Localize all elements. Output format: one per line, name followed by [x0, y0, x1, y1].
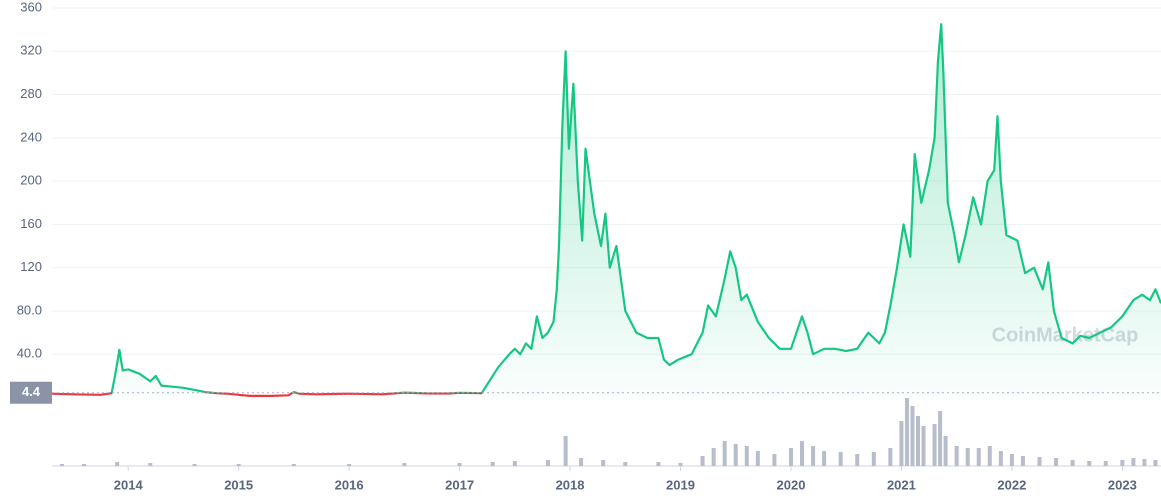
volume-bar [82, 464, 87, 466]
volume-bar [1142, 459, 1147, 466]
volume-bar [733, 444, 738, 466]
volume-bar [965, 448, 970, 466]
volume-bar [1070, 460, 1075, 466]
volume-bar [998, 451, 1003, 466]
volume-bar [1037, 457, 1042, 466]
volume-bar [722, 441, 727, 466]
y-tick-label: 40.0 [17, 346, 42, 361]
price-line [51, 23, 1161, 397]
volume-bar [512, 461, 517, 466]
volume-bar [1020, 456, 1025, 466]
volume-bar [115, 462, 120, 466]
volume-bar [915, 416, 920, 466]
x-tick-label: 2015 [224, 477, 253, 492]
volume-bar [744, 446, 749, 466]
volume-bar [811, 446, 816, 466]
x-tick-label: 2017 [445, 477, 474, 492]
volume-bar [148, 463, 153, 466]
volume-bar [490, 462, 495, 466]
volume-bar [755, 451, 760, 466]
volume-bar [291, 464, 296, 466]
y-tick-label: 200 [20, 173, 42, 188]
x-tick-label: 2023 [1108, 477, 1137, 492]
x-tick-label: 2020 [777, 477, 806, 492]
volume-bar [656, 462, 661, 466]
volume-bar [904, 398, 909, 466]
volume-bar [1103, 461, 1108, 466]
volume-bar [855, 454, 860, 466]
volume-bar [788, 448, 793, 466]
volume-bar [921, 426, 926, 466]
x-tick-label: 2022 [997, 477, 1026, 492]
volume-bar [563, 436, 568, 466]
volume-bar [1009, 454, 1014, 466]
volume-bar [1131, 458, 1136, 466]
y-tick-label: 320 [20, 43, 42, 58]
x-tick-label: 2014 [114, 477, 144, 492]
volume-bar [457, 463, 462, 466]
x-tick-label: 2016 [335, 477, 364, 492]
volume-bar [772, 454, 777, 466]
reference-label-box [10, 381, 52, 404]
volume-bar [545, 460, 550, 466]
volume-bar [871, 452, 876, 466]
volume-bar [888, 448, 893, 466]
volume-bar [954, 446, 959, 466]
x-tick-label: 2018 [556, 477, 585, 492]
reference-label: 4.4 [22, 384, 41, 399]
volume-bar [910, 406, 915, 466]
price-area [52, 24, 1161, 398]
volume-bar [59, 464, 64, 466]
volume-bar [938, 411, 943, 466]
volume-bar [678, 463, 683, 466]
volume-bar [1120, 460, 1125, 466]
volume-bar [943, 436, 948, 466]
volume-bar [800, 441, 805, 466]
y-tick-label: 120 [20, 259, 42, 274]
volume-bar [899, 421, 904, 466]
volume-bar [987, 446, 992, 466]
volume-bar [838, 452, 843, 466]
y-tick-label: 80.0 [17, 302, 42, 317]
volume-bar [1054, 458, 1059, 466]
volume-bar [976, 448, 981, 466]
volume-bar [236, 464, 241, 466]
y-tick-label: 280 [20, 86, 42, 101]
volume-bar [192, 464, 197, 466]
volume-bar [1153, 460, 1158, 466]
x-tick-label: 2021 [887, 477, 916, 492]
volume-bar [700, 456, 705, 466]
y-tick-label: 360 [20, 0, 42, 14]
y-tick-label: 240 [20, 129, 42, 144]
y-tick-label: 160 [20, 216, 42, 231]
volume-bar [711, 448, 716, 466]
volume-bar [579, 458, 584, 466]
volume-bar [1087, 461, 1092, 466]
volume-bar [402, 463, 407, 466]
volume-bar [822, 451, 827, 466]
volume-bar [347, 464, 352, 466]
x-tick-label: 2019 [666, 477, 695, 492]
volume-bar [932, 424, 937, 466]
volume-bar [601, 460, 606, 466]
volume-bar [623, 462, 628, 466]
